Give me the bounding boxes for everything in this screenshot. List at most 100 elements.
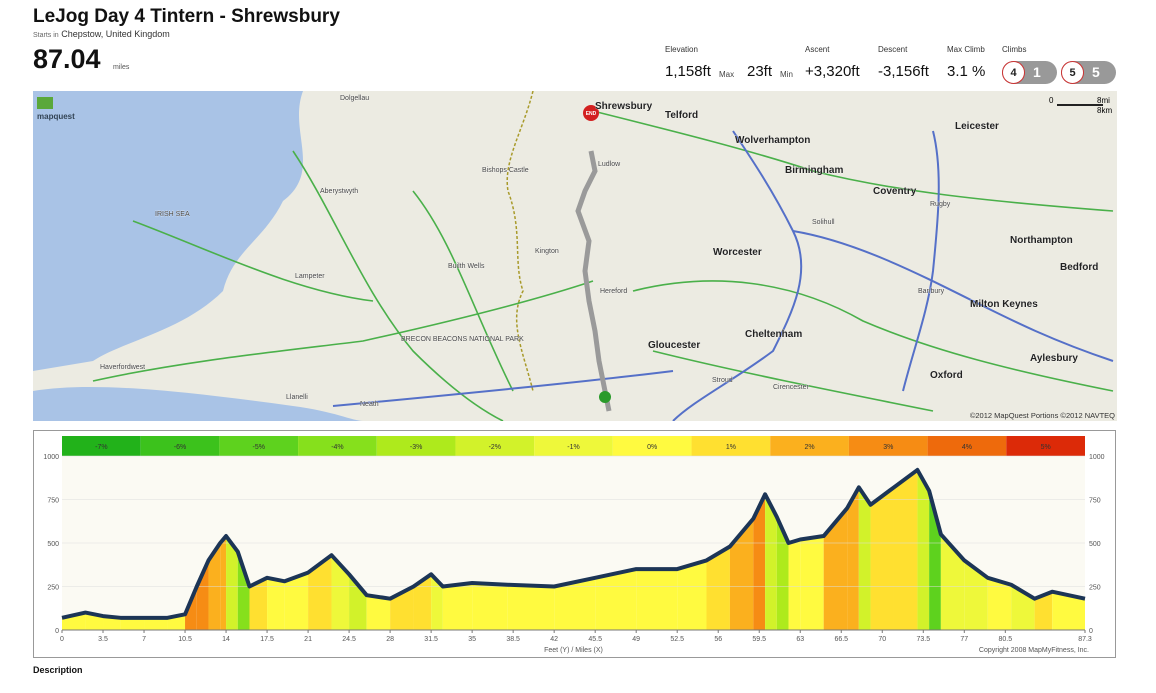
place-label: Wolverhampton (735, 135, 810, 146)
stat-value: 3.1 % (947, 63, 986, 80)
place-label: Neath (360, 401, 379, 408)
grade-segment (776, 516, 789, 630)
place-label: Telford (665, 110, 698, 121)
place-label: Leicester (955, 121, 999, 132)
stat-label: Descent (878, 45, 908, 54)
y-tick-label: 1000 (43, 454, 59, 461)
y-tick-label: 0 (55, 628, 59, 635)
grade-segment (1034, 591, 1053, 630)
grade-swatch (848, 436, 928, 456)
distance: 87.04 (33, 44, 101, 74)
x-tick-label: 66.5 (834, 636, 848, 643)
grade-segment (940, 534, 965, 630)
stat-value: 23ft (747, 63, 773, 80)
border (506, 91, 534, 392)
place-label: Banbury (918, 288, 945, 295)
x-tick-label: 31.5 (424, 636, 438, 643)
x-tick-label: 80.5 (999, 636, 1013, 643)
grade-segment (677, 560, 707, 630)
grade-label: 3% (883, 444, 893, 451)
grade-segment (349, 574, 367, 630)
end-label: END (586, 111, 597, 117)
place-label: Llanelli (286, 394, 308, 401)
stat-label: Ascent (805, 45, 830, 54)
motorways (332, 130, 1114, 421)
x-tick-label: 73.5 (916, 636, 930, 643)
place-label: Kington (535, 248, 559, 255)
x-tick-label: 52.5 (670, 636, 684, 643)
climb-badge: 4 1 (1002, 61, 1057, 84)
elevation-line (61, 467, 1086, 620)
grade-segment (267, 577, 285, 630)
x-tick-label: 10.5 (178, 636, 192, 643)
climb-count: 5 (1092, 64, 1100, 80)
place-label: Dolgellau (340, 95, 369, 102)
grade-segment (249, 577, 268, 630)
grade-segment (284, 572, 309, 630)
place-label: Ludlow (598, 161, 621, 168)
y-tick-label: 500 (1089, 541, 1101, 548)
x-tick-label: 14 (222, 636, 230, 643)
grade-label: -3% (410, 444, 422, 451)
sea (33, 386, 363, 421)
grade-segment (964, 560, 988, 630)
grade-segment (366, 595, 391, 630)
grade-swatch (140, 436, 220, 456)
place-label: Milton Keynes (970, 299, 1038, 310)
grade-segment (120, 617, 145, 630)
scale-label: 8km (1097, 106, 1112, 115)
grade-segment (870, 487, 894, 630)
roads (92, 110, 1114, 421)
grade-segment (917, 469, 930, 630)
grade-label: -7% (95, 444, 107, 451)
axis-label: Feet (Y) / Miles (X) (544, 647, 603, 654)
grade-label: 4% (962, 444, 972, 451)
stat-value: +3,320ft (805, 63, 860, 80)
place-label: Cirencester (773, 384, 809, 391)
map-copyright: ©2012 MapQuest Portions ©2012 NAVTEQ (970, 411, 1115, 420)
logo-text: mapquest (37, 112, 75, 121)
grade-segment (196, 560, 209, 630)
place-label: Cheltenham (745, 329, 802, 340)
grade-swatch (219, 436, 299, 456)
y-tick-label: 250 (1089, 585, 1101, 592)
place-label: Aberystwyth (320, 188, 358, 195)
place-label: Bedford (1060, 262, 1098, 273)
grade-label: -5% (253, 444, 265, 451)
sea (33, 91, 303, 371)
place-label: Northampton (1010, 235, 1073, 246)
grade-segment (765, 494, 777, 630)
place-label: Birmingham (785, 165, 843, 176)
starts-label: Starts in (33, 32, 59, 39)
grade-swatch (62, 436, 141, 456)
stat-sub: Max (719, 70, 735, 79)
grade-swatch (534, 436, 613, 456)
grade-swatch (770, 436, 849, 456)
stat-label: Elevation (665, 45, 698, 54)
grade-swatch (691, 436, 771, 456)
map[interactable]: Shrewsbury Telford Wolverhampton Birmingham… (33, 91, 1117, 421)
grade-segment (706, 546, 730, 630)
climb-category: 4 (1002, 61, 1025, 84)
grade-segment (823, 508, 848, 630)
starts-place: Chepstow, United Kingdom (61, 29, 170, 39)
grade-segment (226, 536, 238, 630)
y-tick-label: 0 (1089, 628, 1093, 635)
grade-segment (413, 574, 432, 630)
grade-segment (987, 577, 1012, 630)
x-tick-label: 38.5 (506, 636, 520, 643)
grade-segment (847, 487, 859, 630)
place-label: Hereford (600, 288, 627, 295)
start-marker (599, 391, 611, 403)
grade-segment (788, 539, 801, 630)
end-marker (583, 105, 599, 121)
grade-segment (442, 583, 473, 630)
grade-label: -4% (331, 444, 343, 451)
x-tick-label: 24.5 (342, 636, 356, 643)
x-tick-label: 42 (550, 636, 558, 643)
grade-label: -1% (567, 444, 579, 451)
x-tick-label: 0 (60, 636, 64, 643)
place-label: Lampeter (295, 273, 325, 280)
grade-segment (636, 569, 678, 630)
